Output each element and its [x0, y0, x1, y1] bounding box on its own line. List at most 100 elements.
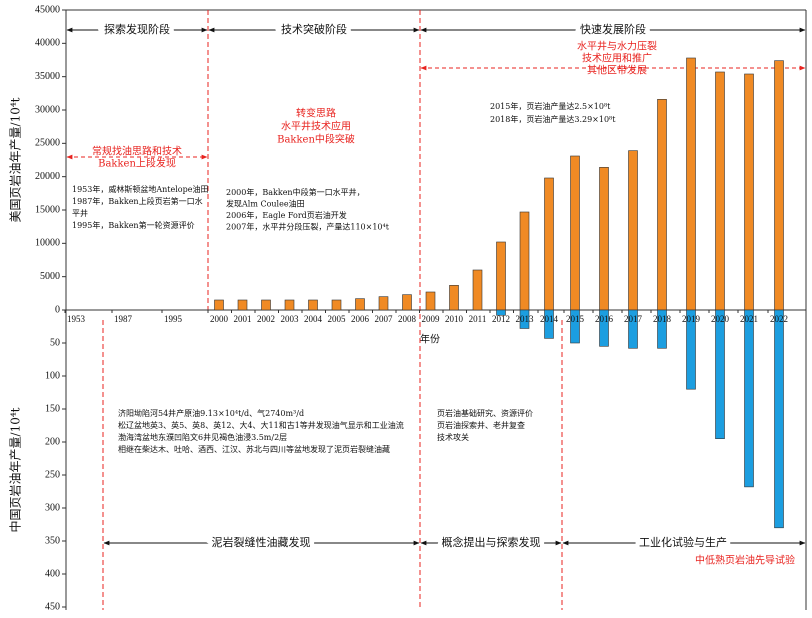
- bar: [331, 299, 342, 311]
- bar: [628, 150, 638, 311]
- bar: [519, 211, 530, 311]
- bar: [472, 269, 483, 311]
- y-tick-label: 40000: [35, 38, 60, 49]
- x-tick-label: 2018: [653, 314, 672, 324]
- y-tick-label: 5000: [40, 271, 60, 282]
- bar: [744, 73, 754, 311]
- x-tick-label: 2006: [351, 314, 370, 324]
- bar: [657, 309, 667, 349]
- annotation: 松辽盆地英3、英5、英8、英12、大4、大11和古1等井发现油气显示和工业油流: [118, 420, 404, 430]
- x-axis-title: 年份: [420, 333, 440, 346]
- y-tick-label: 10000: [35, 238, 60, 249]
- bar: [715, 309, 725, 439]
- y-tick-label: 30000: [35, 104, 60, 115]
- x-tick-label: 2005: [328, 314, 347, 324]
- bar: [544, 177, 554, 311]
- bar: [544, 309, 554, 339]
- phase-label: 工业化试验与生产: [639, 535, 727, 549]
- bar: [744, 309, 754, 488]
- annotation: Bakken中段突破: [277, 133, 355, 146]
- phase-label: 概念提出与探索发现: [442, 535, 541, 549]
- bar: [519, 309, 530, 329]
- bar: [628, 309, 638, 349]
- annotation: 平井: [72, 208, 88, 218]
- y-tick-label: 25000: [35, 138, 60, 149]
- x-tick-label: 2000: [210, 314, 229, 324]
- x-tick-label: 2011: [469, 314, 487, 324]
- y2-tick-label: 150: [45, 403, 60, 414]
- x-tick-label: 2015: [566, 314, 585, 324]
- annotation: 技术攻关: [437, 432, 469, 442]
- bar: [657, 99, 667, 311]
- phase-label: 技术突破阶段: [281, 22, 347, 36]
- x-tick-label: 2021: [740, 314, 758, 324]
- x-tick-label: 2016: [595, 314, 614, 324]
- y-tick-label: 15000: [35, 204, 60, 215]
- x-tick-label: 2007: [375, 314, 394, 324]
- bar: [599, 309, 609, 347]
- bar: [308, 299, 318, 311]
- y2-tick-label: 350: [45, 535, 60, 546]
- bar: [284, 299, 295, 311]
- x-tick-label: 2013: [516, 314, 535, 324]
- annotation: 2015年，页岩油产量达2.5×10⁸t: [490, 101, 611, 111]
- annotation: 页岩油探索井、老井复查: [437, 420, 525, 430]
- y2-tick-label: 50: [50, 337, 60, 348]
- annotation: 2000年，Bakken中段第一口水平井，: [226, 187, 365, 197]
- bar: [715, 71, 725, 311]
- x-tick-label: 2012: [492, 314, 510, 324]
- y-tick-label: 20000: [35, 171, 60, 182]
- bar: [774, 60, 784, 311]
- x-tick-label: 2022: [770, 314, 788, 324]
- bar: [261, 299, 271, 311]
- bar: [496, 309, 506, 316]
- bar: [402, 294, 412, 311]
- y-tick-label: 45000: [35, 4, 60, 15]
- annotation: 2006年，Eagle Ford页岩油开发: [226, 210, 347, 220]
- bar: [378, 296, 389, 311]
- annotation: Bakken上段发现: [98, 157, 176, 170]
- x-tick-label: 2003: [281, 314, 300, 324]
- x-tick-label: 2010: [445, 314, 464, 324]
- bar: [496, 241, 506, 311]
- annotation: 济阳坳陷河54井产原油9.13×10⁴t/d、气2740m³/d: [118, 408, 304, 418]
- x-tick-label: 2002: [257, 314, 275, 324]
- bar: [686, 309, 696, 390]
- x-tick-label: 2004: [304, 314, 323, 324]
- annotation: 1953年，威林斯顿盆地Antelope油田: [72, 184, 208, 194]
- y2-tick-label: 400: [45, 568, 60, 579]
- annotation: 中低熟页岩油先导试验: [695, 554, 795, 567]
- phase-label: 快速发展阶段: [580, 22, 646, 36]
- bar: [686, 57, 696, 311]
- x-tick-label: 1987: [114, 314, 133, 324]
- bar: [449, 285, 459, 311]
- annotation: 渤海湾盆地东濮凹陷文6井见褐色油浸3.5m/2层: [118, 432, 287, 442]
- bar: [599, 167, 609, 311]
- annotation: 页岩油基础研究、资源评价: [437, 408, 533, 418]
- bar: [425, 291, 436, 311]
- annotation: 转变思路: [296, 107, 336, 120]
- x-tick-label: 2017: [624, 314, 643, 324]
- y2-tick-label: 300: [45, 502, 60, 513]
- arrows: [66, 27, 806, 546]
- bar: [214, 299, 224, 311]
- bar: [570, 309, 580, 344]
- bar: [237, 299, 248, 311]
- x-tick-label: 2020: [711, 314, 730, 324]
- y-tick-label: 0: [55, 304, 60, 315]
- annotation: 常规找油思路和技术: [92, 145, 182, 158]
- annotation: 2018年，页岩油产量达3.29×10⁸t: [490, 114, 616, 124]
- y-tick-label: 35000: [35, 71, 60, 82]
- annotation: 相继在柴达木、吐哈、酒西、江汉、苏北与四川等盆地发现了泥页岩裂缝油藏: [118, 444, 390, 454]
- y2-tick-label: 100: [45, 370, 60, 381]
- phase-label: 泥岩裂缝性油藏发现: [212, 535, 311, 549]
- bar: [774, 309, 784, 529]
- annotation: 2007年，水平井分段压裂，产量达110×10⁴t: [226, 222, 390, 232]
- y2-axis-title: 中国页岩油年产量/10⁴t: [8, 407, 23, 532]
- x-tick-label: 2008: [398, 314, 417, 324]
- x-tick-label: 2001: [234, 314, 252, 324]
- annotation: 水平井与水力压裂: [577, 40, 657, 53]
- x-tick-label: 1953: [67, 314, 86, 324]
- x-tick-label: 2009: [422, 314, 441, 324]
- y2-tick-label: 250: [45, 469, 60, 480]
